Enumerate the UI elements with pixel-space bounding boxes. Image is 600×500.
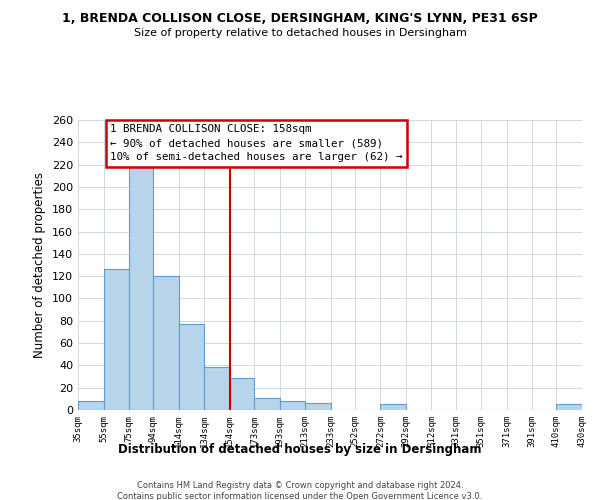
Text: Contains public sector information licensed under the Open Government Licence v3: Contains public sector information licen… xyxy=(118,492,482,500)
Bar xyxy=(230,378,254,410)
Text: Size of property relative to detached houses in Dersingham: Size of property relative to detached ho… xyxy=(134,28,466,38)
Bar xyxy=(556,404,582,410)
Bar xyxy=(153,276,179,410)
Text: Contains HM Land Registry data © Crown copyright and database right 2024.: Contains HM Land Registry data © Crown c… xyxy=(137,481,463,490)
Bar xyxy=(305,404,331,410)
Y-axis label: Number of detached properties: Number of detached properties xyxy=(34,172,46,358)
Bar xyxy=(129,166,153,410)
Bar xyxy=(179,324,205,410)
Text: Distribution of detached houses by size in Dersingham: Distribution of detached houses by size … xyxy=(118,442,482,456)
Bar xyxy=(380,404,406,410)
Bar xyxy=(78,401,104,410)
Text: 1 BRENDA COLLISON CLOSE: 158sqm
← 90% of detached houses are smaller (589)
10% o: 1 BRENDA COLLISON CLOSE: 158sqm ← 90% of… xyxy=(110,124,403,162)
Bar xyxy=(280,401,305,410)
Bar xyxy=(104,270,129,410)
Bar xyxy=(205,366,230,410)
Bar xyxy=(254,398,280,410)
Text: 1, BRENDA COLLISON CLOSE, DERSINGHAM, KING'S LYNN, PE31 6SP: 1, BRENDA COLLISON CLOSE, DERSINGHAM, KI… xyxy=(62,12,538,26)
